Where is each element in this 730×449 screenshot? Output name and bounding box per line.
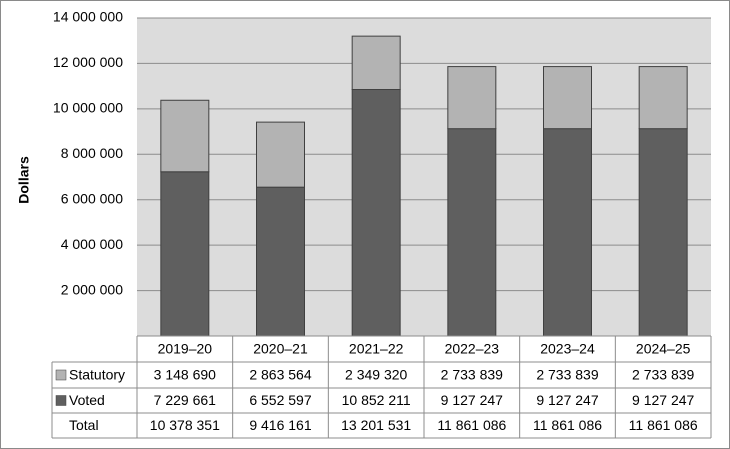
table-value: 3 148 690 xyxy=(154,367,216,383)
y-tick-label: 14 000 000 xyxy=(53,9,123,25)
table-value: 2 733 839 xyxy=(441,367,503,383)
total-value: 10 378 351 xyxy=(150,417,220,433)
x-tick-label: 2019–20 xyxy=(158,341,213,357)
table-value: 6 552 597 xyxy=(249,392,311,408)
bar-segment xyxy=(447,128,497,337)
y-tick-label: 4 000 000 xyxy=(61,236,123,252)
legend-swatch xyxy=(55,395,67,406)
bar-segment xyxy=(638,66,688,130)
table-value: 9 127 247 xyxy=(441,392,503,408)
table-value: 2 733 839 xyxy=(632,367,694,383)
bar-segment xyxy=(543,66,592,130)
plot-area xyxy=(137,18,711,336)
bar-segment xyxy=(256,186,305,337)
bar-segment xyxy=(160,171,210,337)
x-tick-label: 2020–21 xyxy=(253,341,308,357)
bar-segment xyxy=(256,121,305,188)
total-value: 11 861 086 xyxy=(437,417,506,433)
bar-segment xyxy=(447,66,497,130)
bar-segment xyxy=(160,99,210,173)
legend-label: Statutory xyxy=(69,367,125,383)
x-tick-label: 2023–24 xyxy=(540,341,595,357)
table-value: 9 127 247 xyxy=(632,392,694,408)
table-value: 9 127 247 xyxy=(536,392,598,408)
y-tick-label: 12 000 000 xyxy=(53,54,123,70)
total-label: Total xyxy=(69,417,99,433)
x-tick-label: 2021–22 xyxy=(349,341,404,357)
total-value: 9 416 161 xyxy=(249,417,311,433)
y-tick-label: 6 000 000 xyxy=(61,190,123,206)
x-tick-label: 2024–25 xyxy=(636,341,691,357)
legend-swatch xyxy=(55,369,67,381)
total-value: 13 201 531 xyxy=(341,417,411,433)
y-tick-label: 10 000 000 xyxy=(53,100,123,116)
bar-segment xyxy=(351,88,401,337)
bar-segment xyxy=(638,128,688,337)
y-tick-label: 2 000 000 xyxy=(61,281,123,297)
legend-label: Voted xyxy=(69,392,105,408)
total-value: 11 861 086 xyxy=(629,417,698,433)
bar-segment xyxy=(351,35,401,90)
table-value: 2 349 320 xyxy=(345,367,407,383)
y-tick-label: 8 000 000 xyxy=(61,145,123,161)
table-value: 7 229 661 xyxy=(154,392,216,408)
table-value: 10 852 211 xyxy=(342,392,411,408)
table-value: 2 863 564 xyxy=(249,367,311,383)
y-axis-label: Dollars xyxy=(16,156,32,204)
x-tick-label: 2022–23 xyxy=(445,341,500,357)
total-value: 11 861 086 xyxy=(533,417,602,433)
table-value: 2 733 839 xyxy=(536,367,598,383)
bar-segment xyxy=(543,128,592,337)
